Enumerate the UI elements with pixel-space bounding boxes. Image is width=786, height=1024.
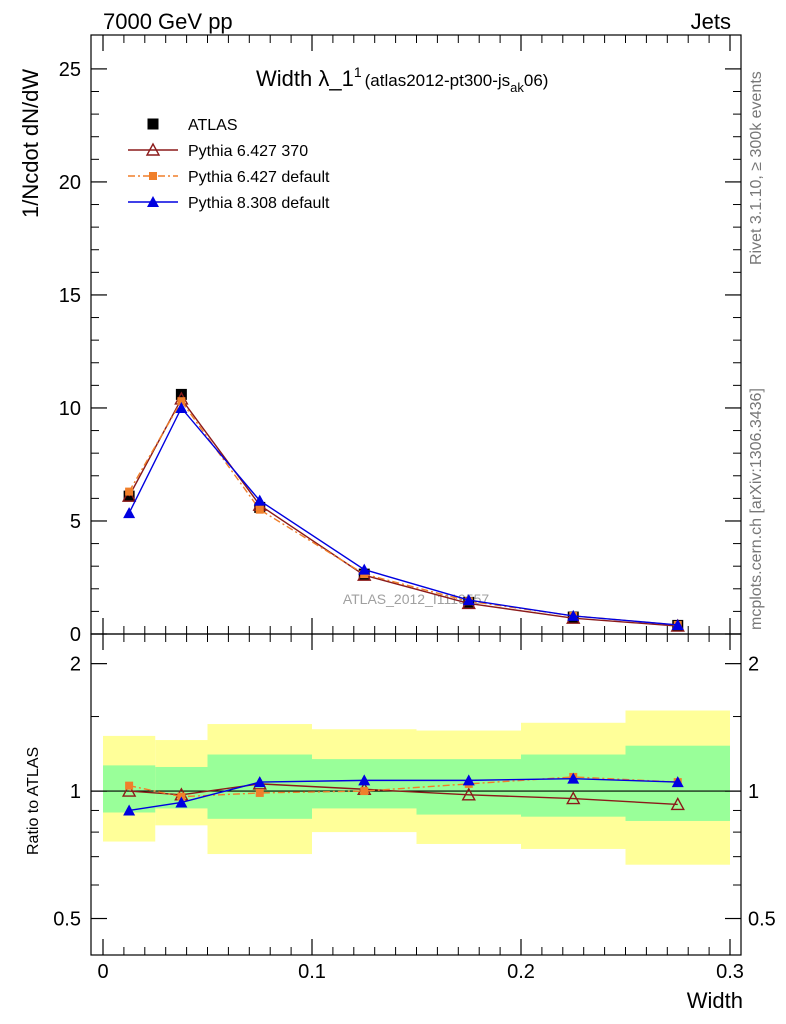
data-point bbox=[121, 488, 137, 502]
legend-entry: ATLAS bbox=[147, 117, 238, 134]
main-title: Width λ_11 (atlas2012-pt300-jsak06) bbox=[256, 64, 548, 95]
data-point bbox=[566, 791, 581, 805]
data-point bbox=[358, 563, 371, 575]
data-point bbox=[253, 494, 266, 506]
mcplots-label: mcplots.cern.ch [arXiv:1306.3436] bbox=[748, 388, 765, 630]
data-point bbox=[255, 788, 264, 797]
data-point bbox=[567, 609, 580, 621]
title-sup: 1 bbox=[354, 64, 362, 80]
rivet-label: Rivet 3.1.10, ≥ 300k events bbox=[748, 71, 765, 265]
data-point bbox=[670, 796, 685, 811]
title-main: Width λ_1 bbox=[256, 66, 354, 91]
main-series-pythia-8-308-default bbox=[123, 401, 684, 630]
data-point bbox=[125, 487, 134, 496]
legend-label: Pythia 6.427 default bbox=[188, 169, 330, 186]
main-ytick-label: 0 bbox=[70, 624, 81, 646]
energy-label: 7000 GeV pp bbox=[103, 9, 233, 34]
data-point bbox=[567, 772, 580, 784]
ratio-ytick-label-right: 1 bbox=[748, 781, 759, 803]
data-point bbox=[177, 397, 186, 406]
data-point bbox=[358, 774, 371, 786]
main-plot bbox=[121, 388, 685, 632]
xtick-label: 0.3 bbox=[716, 961, 744, 983]
data-point bbox=[125, 781, 134, 790]
data-point bbox=[121, 783, 137, 797]
ratio-ytick-label-right: 0.5 bbox=[748, 909, 776, 931]
main-ytick-label: 25 bbox=[59, 59, 81, 81]
ratio-plot bbox=[121, 772, 685, 816]
legend-label: ATLAS bbox=[188, 117, 238, 134]
ratio-ytick-label: 2 bbox=[70, 654, 81, 676]
data-point bbox=[671, 776, 684, 788]
legend-marker bbox=[149, 172, 157, 180]
main-ytick-label: 10 bbox=[59, 398, 81, 420]
legend-label: Pythia 8.308 default bbox=[188, 195, 330, 212]
data-point bbox=[255, 505, 264, 514]
data-point bbox=[123, 507, 136, 519]
data-point bbox=[671, 618, 684, 630]
data-point bbox=[175, 796, 188, 808]
band-green-bin bbox=[521, 754, 626, 817]
legend-marker bbox=[147, 196, 159, 207]
ratio-ytick-label: 1 bbox=[70, 781, 81, 803]
legend-entry: Pythia 8.308 default bbox=[128, 195, 330, 212]
xtick-label: 0.2 bbox=[507, 961, 535, 983]
ratio-ytick-label: 0.5 bbox=[53, 909, 81, 931]
legend-marker bbox=[145, 142, 161, 156]
legend-entry: Pythia 6.427 370 bbox=[128, 142, 308, 160]
main-ytick-label: 20 bbox=[59, 172, 81, 194]
ratio-ytick-label-right: 2 bbox=[748, 654, 759, 676]
data-point bbox=[175, 401, 188, 413]
process-label: Jets bbox=[691, 9, 731, 34]
title-tail: 06) bbox=[524, 71, 549, 90]
legend-entry: Pythia 6.427 default bbox=[128, 169, 330, 186]
xtick-label: 0.1 bbox=[298, 961, 326, 983]
main-ytick-label: 15 bbox=[59, 285, 81, 307]
title-sub: ak bbox=[510, 80, 524, 95]
legend-marker bbox=[147, 118, 159, 130]
data-point bbox=[123, 804, 136, 816]
title-detail: (atlas2012-pt300-js bbox=[365, 71, 511, 90]
data-point bbox=[462, 774, 475, 786]
ratio-series-pythia-8-308-default bbox=[123, 772, 684, 816]
x-axis-label: Width bbox=[687, 988, 743, 1013]
data-point bbox=[360, 787, 369, 796]
legend: ATLAS Pythia 6.427 370 Pythia 6.427 defaul… bbox=[128, 117, 330, 212]
main-ylabel: 1/Ncdot dN/dW bbox=[18, 69, 43, 218]
main-ytick-label: 5 bbox=[70, 511, 81, 533]
xtick-label: 0 bbox=[97, 961, 108, 983]
data-point bbox=[175, 388, 187, 400]
data-point bbox=[461, 787, 476, 801]
ratio-ylabel: Ratio to ATLAS bbox=[25, 747, 42, 855]
data-point bbox=[253, 776, 266, 788]
legend-label: Pythia 6.427 370 bbox=[188, 143, 308, 160]
data-point bbox=[462, 594, 475, 606]
